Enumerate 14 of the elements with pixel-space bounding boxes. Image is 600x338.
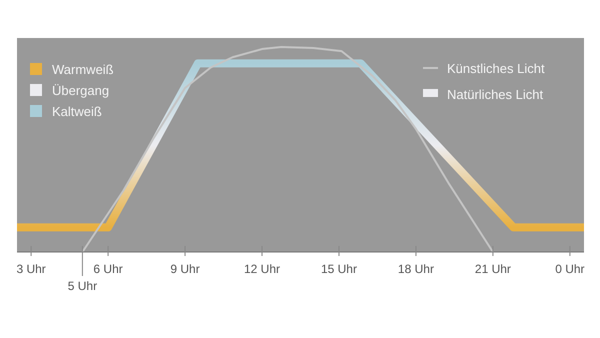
legend-label: Warmweiß <box>52 62 114 77</box>
x-tick-label: 0 Uhr <box>555 262 585 276</box>
x-tick-label: 9 Uhr <box>170 262 200 276</box>
text: Natürliches Licht <box>447 87 544 102</box>
x-tick-label: 12 Uhr <box>244 262 280 276</box>
x-tick-label: 21 Uhr <box>474 262 511 276</box>
x-tick-label: 18 Uhr <box>398 262 434 276</box>
legend-label: Künstliches Licht <box>447 61 545 76</box>
legend-label: Kaltweiß <box>52 104 102 119</box>
x-tick-label: 3 Uhr <box>16 262 46 276</box>
legend-label: Übergang <box>52 83 110 98</box>
x-tick-label: 6 Uhr <box>93 262 123 276</box>
ref-line-label: 5 Uhr <box>68 279 98 293</box>
x-tick-label: 15 Uhr <box>320 262 357 276</box>
